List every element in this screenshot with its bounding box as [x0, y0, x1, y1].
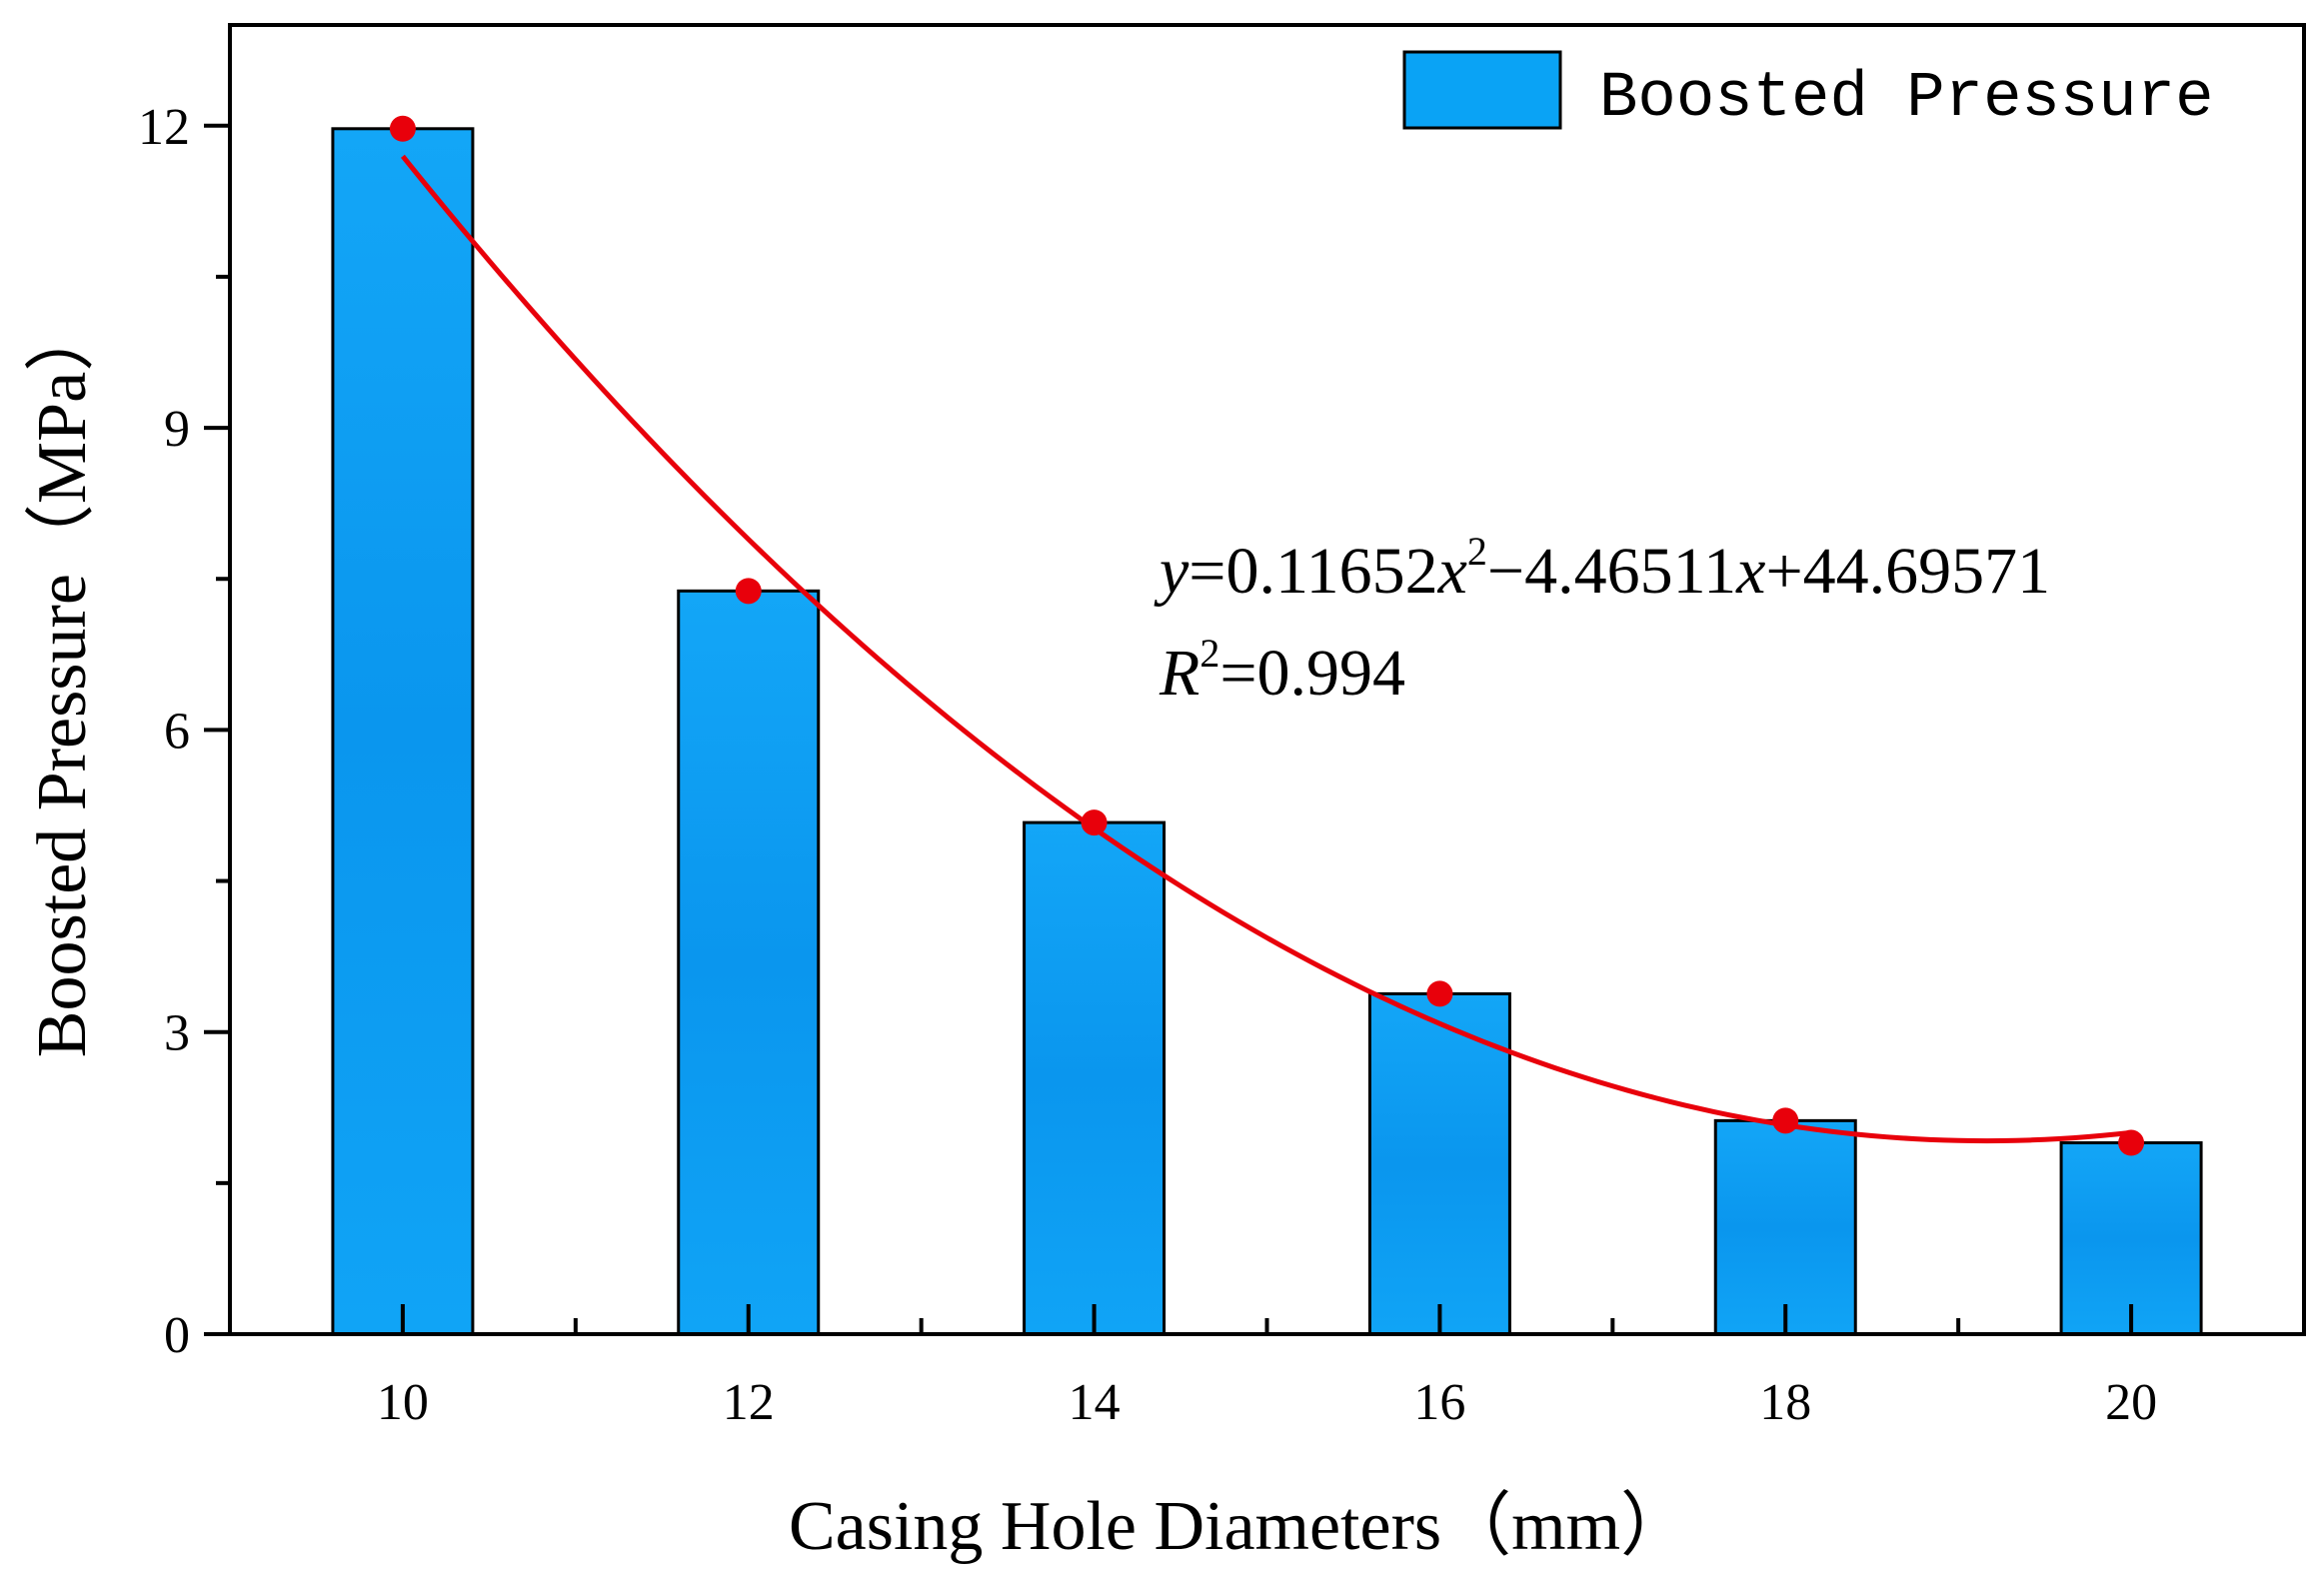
legend: Boosted Pressure — [1402, 50, 2214, 135]
fit-layer — [400, 154, 2132, 1144]
y-tick-label: 9 — [164, 401, 190, 458]
eq-part-2: −4.46511 — [1487, 535, 1736, 608]
x-tick-label: 18 — [1759, 1374, 1811, 1431]
bar-20 — [2059, 1141, 2203, 1336]
x-tick-label: 12 — [723, 1374, 775, 1431]
fit-equation: y=0.11652x2−4.46511x+44.69571 — [1154, 529, 2050, 608]
eq-x-var-2: x — [1735, 535, 1765, 608]
bar-14 — [1023, 820, 1166, 1336]
x-tick-label: 16 — [1413, 1374, 1465, 1431]
ticks-layer — [204, 123, 2134, 1336]
eq-y-var: y — [1154, 535, 1189, 608]
bar-16 — [1367, 991, 1511, 1336]
y-tick-label: 3 — [164, 1005, 190, 1062]
bar-12 — [677, 589, 821, 1336]
bar-10 — [331, 127, 475, 1336]
legend-label: Boosted Pressure — [1599, 63, 2214, 135]
eq-part-1: =0.11652 — [1188, 535, 1437, 608]
plot-frame — [228, 23, 2306, 1336]
r-value: =0.994 — [1219, 637, 1405, 710]
y-tick-label: 0 — [164, 1307, 190, 1364]
data-point-12 — [735, 578, 762, 605]
x-tick-label: 20 — [2105, 1374, 2157, 1431]
data-point-20 — [2118, 1129, 2145, 1156]
x-tick-labels: 10 12 14 16 18 20 — [377, 1374, 2157, 1431]
y-axis-title: Boosted Pressure（MPa） — [24, 302, 101, 1057]
r-superscript: 2 — [1199, 631, 1219, 676]
x-tick-label: 14 — [1069, 1374, 1121, 1431]
data-point-16 — [1426, 980, 1453, 1007]
fit-curve — [400, 154, 2132, 1144]
y-tick-label: 12 — [138, 99, 190, 156]
points-layer — [389, 115, 2145, 1156]
y-tick-labels: 0 3 6 9 12 — [138, 99, 190, 1364]
bars-layer — [331, 127, 2203, 1336]
x-tick-label: 10 — [377, 1374, 429, 1431]
legend-swatch — [1402, 50, 1562, 130]
eq-superscript-1: 2 — [1467, 529, 1487, 574]
r-var: R — [1159, 637, 1199, 710]
data-point-14 — [1081, 809, 1108, 836]
y-tick-label: 6 — [164, 703, 190, 760]
x-axis-title: Casing Hole Diameters（mm） — [789, 1488, 1690, 1565]
eq-x-var-1: x — [1437, 535, 1467, 608]
data-point-18 — [1772, 1107, 1799, 1134]
bar-18 — [1713, 1118, 1857, 1336]
data-point-10 — [389, 115, 416, 142]
eq-part-3: +44.69571 — [1765, 535, 2050, 608]
fit-r-squared: R2=0.994 — [1159, 631, 1405, 710]
